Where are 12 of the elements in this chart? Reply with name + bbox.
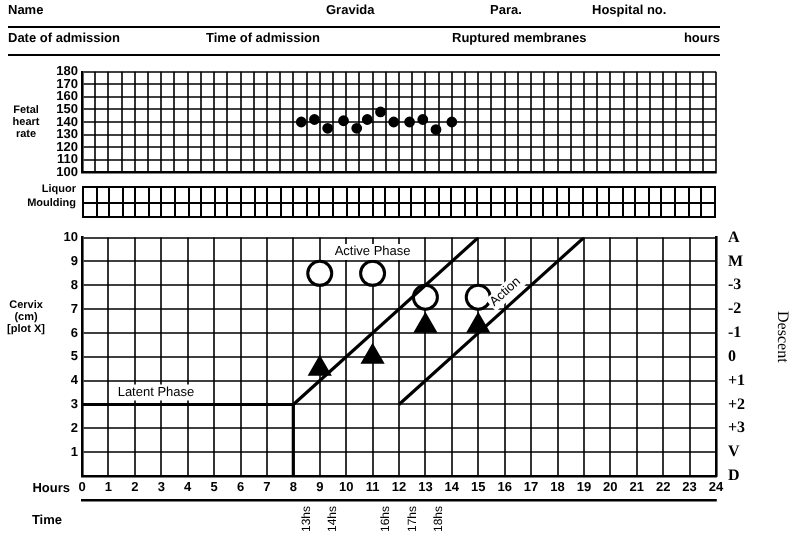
y2-tick-label: -3 <box>728 275 742 294</box>
y2-tick-label: V <box>728 442 740 461</box>
y2-tick-label: 0 <box>728 346 736 365</box>
y2-tick-label: -2 <box>728 299 742 318</box>
y2-tick-label: +1 <box>728 370 746 389</box>
y2-axis-title: Descent <box>773 311 792 365</box>
y2-tick-label: +3 <box>728 418 746 437</box>
y2-tick-label: A <box>728 227 740 246</box>
y2-tick-label: +2 <box>728 394 746 413</box>
y2-tick-label: M <box>728 251 744 270</box>
y2-tick-label: D <box>728 466 740 485</box>
y2-tick-label: -1 <box>728 323 742 342</box>
